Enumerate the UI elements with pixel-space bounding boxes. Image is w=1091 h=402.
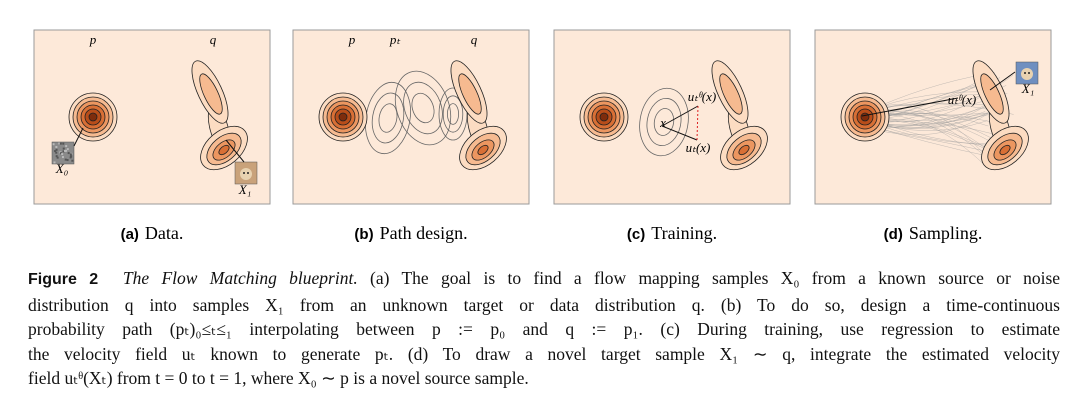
subcaption-tag: (b) xyxy=(354,226,373,243)
noise-pixel xyxy=(62,150,65,153)
noise-pixel xyxy=(71,159,74,162)
sample-image-detail xyxy=(240,168,252,180)
panel-label: X₀ xyxy=(55,161,68,176)
arrow xyxy=(73,127,84,147)
subcaption-tag: (c) xyxy=(627,226,645,243)
panel-label: pₜ xyxy=(389,32,402,47)
panel-label: p xyxy=(89,32,97,47)
subcaption-tag: (d) xyxy=(884,226,903,243)
path-contour xyxy=(446,103,459,125)
path-contour xyxy=(411,92,435,124)
caption-line: Figure 2 The Flow Matching blueprint. (a… xyxy=(28,266,1060,293)
figure-panels: p q X₀ X₁ (a) Data. p pₜ q (b) Path design. uₜᶿ(x) x… xyxy=(33,29,1052,243)
source-contour xyxy=(88,112,98,122)
arrow xyxy=(861,97,959,117)
path-contour xyxy=(442,95,464,133)
noise-pixel xyxy=(54,150,57,153)
caption-label: Figure 2 xyxy=(28,271,99,288)
source-contour xyxy=(338,112,348,122)
target-contour xyxy=(477,144,489,156)
panel-label: q xyxy=(471,32,478,47)
noise-pixel xyxy=(65,149,68,152)
noise-pixel xyxy=(66,148,69,151)
noise-pixel xyxy=(67,152,70,155)
noise-pixel xyxy=(62,142,65,145)
noise-pixel xyxy=(53,161,56,164)
sample-image-detail xyxy=(1024,72,1026,74)
subcaption: (a) Data. xyxy=(121,223,184,243)
subcaption: (c) Training. xyxy=(627,223,717,243)
noise-pixel xyxy=(55,148,58,151)
noise-pixel xyxy=(55,146,58,149)
path-contour xyxy=(378,103,398,133)
path-contour xyxy=(403,81,443,135)
figure-caption: Figure 2 The Flow Matching blueprint. (a… xyxy=(28,266,1060,391)
arrow xyxy=(989,71,1016,91)
path-contour xyxy=(639,87,689,157)
subcaption-text: Sampling. xyxy=(909,223,983,243)
subcaption-text: Path design. xyxy=(380,223,468,243)
noise-pixel xyxy=(55,151,58,154)
subcaption: (d) Sampling. xyxy=(884,223,983,243)
target-contour xyxy=(980,73,1004,115)
sample-image-detail xyxy=(247,172,249,174)
path-contour xyxy=(653,108,675,136)
subcaption: (b) Path design. xyxy=(354,223,467,243)
source-contour xyxy=(860,112,870,122)
noise-pixel xyxy=(69,156,72,159)
panel-label: p xyxy=(348,32,356,47)
sample-image-detail xyxy=(243,172,245,174)
panel-label: uₜᶿ(x) xyxy=(948,92,976,107)
noise-pixel xyxy=(62,147,65,150)
arrow xyxy=(696,105,699,141)
panel-label: uₜᶿ(x) xyxy=(688,89,716,104)
path-contour xyxy=(371,92,405,144)
noise-pixel xyxy=(60,152,63,155)
sample-image-detail xyxy=(1028,72,1030,74)
noise-pixel xyxy=(63,149,66,152)
panel-label: X₁ xyxy=(1021,81,1034,96)
panel-label: uₜ(x) xyxy=(686,140,711,155)
path-contour xyxy=(646,97,682,147)
arrow xyxy=(661,125,698,141)
caption-line: field uₜᶿ(Xₜ) from t = 0 to t = 1, where… xyxy=(28,368,529,388)
target-contour xyxy=(199,73,223,115)
subcaption-text: Training. xyxy=(651,223,717,243)
caption-line: the velocity field uₜ known to generate … xyxy=(28,343,1060,364)
noise-pixel xyxy=(52,143,55,146)
target-contour xyxy=(999,144,1011,156)
subcaption-tag: (a) xyxy=(121,226,139,243)
arrow xyxy=(661,105,699,127)
noise-pixel xyxy=(56,156,59,159)
noise-pixel xyxy=(65,145,68,148)
caption-title: The Flow Matching blueprint. xyxy=(122,268,358,288)
arrow xyxy=(225,139,245,163)
noise-pixel xyxy=(55,155,58,158)
noise-pixel xyxy=(69,153,72,156)
subcaption-text: Data. xyxy=(145,223,183,243)
caption-line: probability path (pₜ)₀≤ₜ≤₁ interpolating… xyxy=(28,319,1060,339)
panel-label: X₁ xyxy=(238,182,251,197)
noise-pixel xyxy=(64,158,67,161)
noise-pixel xyxy=(59,142,62,145)
noise-pixel xyxy=(58,142,61,145)
target-contour xyxy=(218,144,230,156)
target-contour xyxy=(738,144,750,156)
caption-text: (a) The goal is to find a flow mapping s… xyxy=(370,268,1061,288)
panel-label: q xyxy=(210,32,217,47)
source-contour xyxy=(599,112,609,122)
noise-pixel xyxy=(61,156,64,159)
sample-image-detail xyxy=(1021,68,1033,80)
caption-line: distribution q into samples X₁ from an u… xyxy=(28,294,1060,315)
target-contour xyxy=(719,73,743,115)
panel-label: x xyxy=(659,115,666,130)
target-contour xyxy=(458,73,482,115)
noise-pixel xyxy=(61,153,64,156)
noise-pixel xyxy=(66,159,69,162)
